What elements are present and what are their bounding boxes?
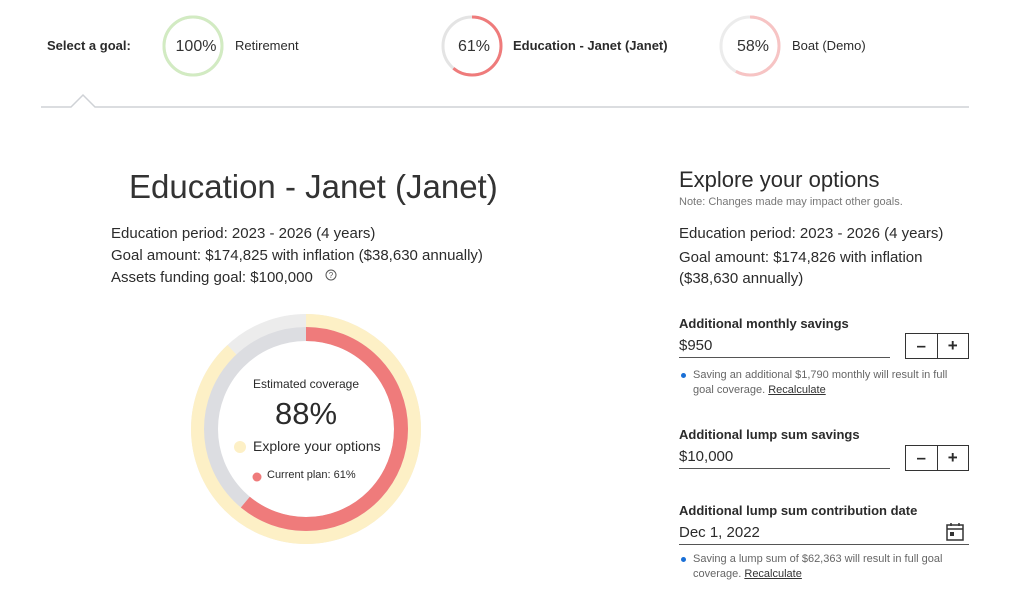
- lump-sum-input[interactable]: $10,000: [679, 448, 890, 469]
- options-line: Education period: 2023 - 2026 (4 years): [679, 225, 944, 242]
- goal-percent: 58%: [737, 38, 769, 55]
- separator: [41, 93, 969, 108]
- goal-name[interactable]: Education - Janet (Janet): [513, 38, 668, 53]
- plan-dot: [252, 472, 262, 482]
- increment-button[interactable]: +: [937, 445, 969, 471]
- decrement-button[interactable]: –: [905, 445, 938, 471]
- select-label: Select a goal:: [47, 38, 131, 53]
- hint-text: Saving a lump sum of $62,363 will result…: [693, 553, 943, 580]
- detail-line: Education period: 2023 - 2026 (4 years): [111, 225, 376, 242]
- plan-legend: Current plan: 61%: [267, 469, 356, 481]
- detail-line: Assets funding goal: $100,000: [111, 269, 313, 286]
- calendar-day: [950, 532, 954, 536]
- recalculate-link[interactable]: Recalculate: [768, 384, 826, 396]
- explore-dot: [234, 441, 246, 453]
- detail-line: Goal amount: $174,825 with inflation ($3…: [111, 247, 483, 264]
- coverage-value: 88%: [274, 396, 338, 431]
- explore-legend: Explore your options: [253, 438, 381, 454]
- goal-boat[interactable]: 58%: [719, 15, 781, 77]
- explore-arc: [191, 314, 421, 544]
- calendar-icon[interactable]: [946, 523, 964, 541]
- date-input[interactable]: Dec 1, 2022: [679, 524, 969, 545]
- goal-name[interactable]: Boat (Demo): [792, 38, 866, 53]
- decrement-button[interactable]: –: [905, 333, 938, 359]
- date-hint: Saving a lump sum of $62,363 will result…: [679, 552, 943, 582]
- recalculate-link[interactable]: Recalculate: [744, 568, 802, 580]
- field-label: Additional monthly savings: [679, 316, 849, 331]
- goal-percent: 100%: [176, 38, 217, 55]
- stepper: – +: [905, 333, 969, 359]
- options-line: Goal amount: $174,826 with inflation ($3…: [679, 249, 923, 287]
- ring-arc: [719, 15, 781, 77]
- field-label: Additional lump sum savings: [679, 427, 860, 442]
- help-icon-text: ?: [329, 271, 334, 280]
- help-icon[interactable]: [325, 269, 337, 281]
- ring-arc: [441, 15, 503, 77]
- plan-arc: [204, 327, 408, 531]
- options-note: Note: Changes made may impact other goal…: [679, 196, 903, 208]
- field-label: Additional lump sum contribution date: [679, 503, 918, 518]
- ring-arc: [162, 15, 224, 77]
- calendar-frame: [946, 524, 964, 541]
- options-title: Explore your options: [679, 167, 880, 192]
- stepper: – +: [905, 445, 969, 471]
- goal-education[interactable]: 61%: [441, 15, 503, 77]
- coverage-donut: [191, 314, 421, 544]
- monthly-hint: Saving an additional $1,790 monthly will…: [679, 368, 955, 398]
- monthly-input[interactable]: $950: [679, 337, 890, 358]
- goal-name[interactable]: Retirement: [235, 38, 299, 53]
- goal-title: Education - Janet (Janet): [129, 168, 498, 205]
- goal-percent: 61%: [458, 38, 490, 55]
- goal-retirement[interactable]: 100%: [162, 15, 224, 77]
- increment-button[interactable]: +: [937, 333, 969, 359]
- hint-text: Saving an additional $1,790 monthly will…: [693, 369, 948, 396]
- coverage-label: Estimated coverage: [252, 377, 360, 391]
